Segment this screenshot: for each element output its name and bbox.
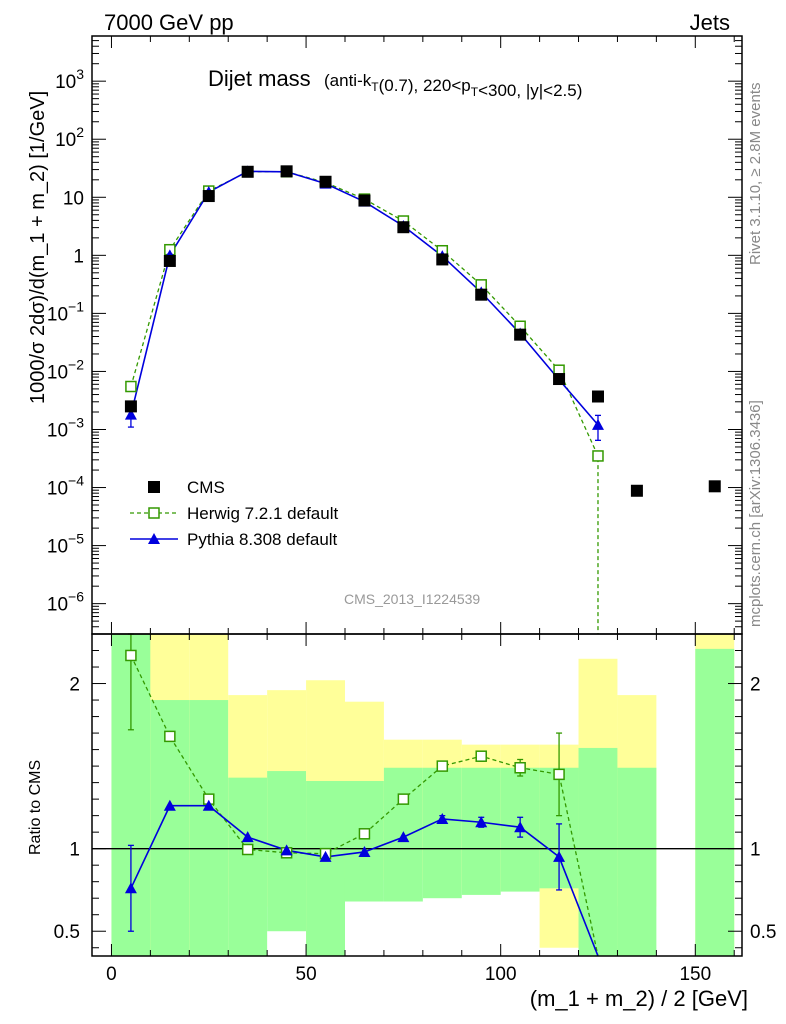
cms-point [708,480,721,493]
pythia-ratio-point [163,799,176,811]
cms-point [514,328,527,341]
green-band-bin [461,767,501,895]
pythia-ratio-point [124,882,137,894]
header-right: Jets [690,10,730,35]
cms-point [397,221,410,234]
cms-point [630,484,643,497]
pythia-ratio-point [319,850,332,862]
green-band-bin [306,780,345,956]
x-tick-label: 100 [485,964,517,985]
x-tick-label: 0 [106,964,117,985]
green-band-bin [617,767,657,956]
main-y-tick-label: 102 [55,124,84,151]
herwig-ratio-point [436,760,449,772]
header-left: 7000 GeV pp [104,10,234,35]
herwig-ratio-point [475,750,487,762]
herwig-line [130,171,599,634]
green-band-bin [578,747,618,956]
cms-point [475,288,488,301]
pythia-point [124,408,137,420]
main-panel-series [124,165,721,634]
pythia-ratio-point [475,816,488,828]
herwig-ratio-point [397,793,410,805]
cms-point [241,165,254,178]
green-band-bin [695,648,735,956]
mcplots-label: mcplots.cern.ch [arXiv:1306.3436] [747,400,764,627]
herwig-point [592,450,604,462]
main-y-tick-label: 10−3 [47,414,84,441]
cms-point [202,190,215,203]
x-axis-label: (m_1 + m_2) / 2 [GeV] [530,986,748,1011]
ratio-y-tick-label-left: 0.5 [54,922,80,943]
axes: 0 50 100 150 10−6 10−5 10−4 10−3 10−2 10−1 1 10 102 1… [47,35,776,985]
green-band-bin [422,767,462,899]
pythia-ratio-point [436,812,449,824]
main-y-tick-label: 10−6 [47,589,84,616]
pythia-line [130,170,599,426]
main-y-tick-label: 10 [63,188,84,209]
ratio-y-tick-label-right: 1 [750,840,761,861]
pythia-ratio-point [397,831,410,843]
title-sub: (anti-kT(0.7), 220<pT<300, |y|<2.5) [324,71,582,100]
title-main: Dijet mass [208,66,311,91]
ratio-y-tick-label-left: 1 [69,840,80,861]
cms-point [124,400,137,413]
pythia-ratio-point [514,821,527,833]
herwig-ratio-point [241,843,254,856]
pythia-ratio-point [280,844,293,856]
green-band-bin [189,700,229,956]
rivet-version-label: Rivet 3.1.10, ≥ 2.8M events [747,83,764,266]
ratio-y-tick-label-left: 2 [69,675,80,696]
pythia-ratio-point [241,831,254,843]
cms-point [319,175,332,188]
main-y-tick-label: 1 [73,246,84,267]
ratio-panel-series [92,633,742,957]
x-tick-label: 150 [679,964,711,985]
legend-label: CMS [187,478,225,497]
green-band-bin [228,777,268,956]
analysis-watermark: CMS_2013_I1224539 [344,591,480,607]
herwig-ratio-point [514,762,526,774]
legend-label: Herwig 7.2.1 default [187,504,338,523]
green-band-bin [150,700,190,956]
cms-point [553,373,566,386]
main-y-axis-label: 1000/σ 2dσ)/d(m_1 + m_2) [1/GeV] [27,91,49,404]
main-y-tick-label: 10−1 [47,298,84,325]
main-y-tick-label: 10−5 [47,531,84,558]
herwig-ratio-point [553,768,565,781]
main-y-tick-label: 103 [55,66,84,93]
herwig-ratio-point [125,649,137,662]
main-y-tick-label: 10−4 [47,473,84,500]
pythia-point [591,418,604,430]
cms-point [436,253,449,266]
green-band-bin [344,780,384,902]
pythia-ratio-point [202,799,215,811]
ratio-y-axis-label: Ratio to CMS [27,760,44,855]
pythia-ratio-point [358,845,371,857]
ratio-plot-frame [91,633,743,957]
legend: CMS Herwig 7.2.1 default Pythia 8.308 defa… [130,478,338,549]
ratio-y-tick-label-right: 0.5 [750,922,776,943]
cms-point [591,390,604,403]
ratio-y-tick-label-right: 2 [750,675,761,696]
cms-point [163,254,176,267]
x-tick-label: 50 [296,964,317,985]
cms-point [358,194,371,207]
legend-cms-marker [148,481,160,493]
herwig-point [125,380,137,393]
cms-point [280,165,293,178]
herwig-ratio-point [164,730,176,743]
main-y-tick-label: 10−2 [47,356,84,383]
legend-label: Pythia 8.308 default [187,530,338,549]
legend-herwig-marker [148,507,160,519]
legend-pythia-marker [148,533,160,544]
pythia-ratio-point [553,850,566,862]
herwig-ratio-point [358,828,371,840]
